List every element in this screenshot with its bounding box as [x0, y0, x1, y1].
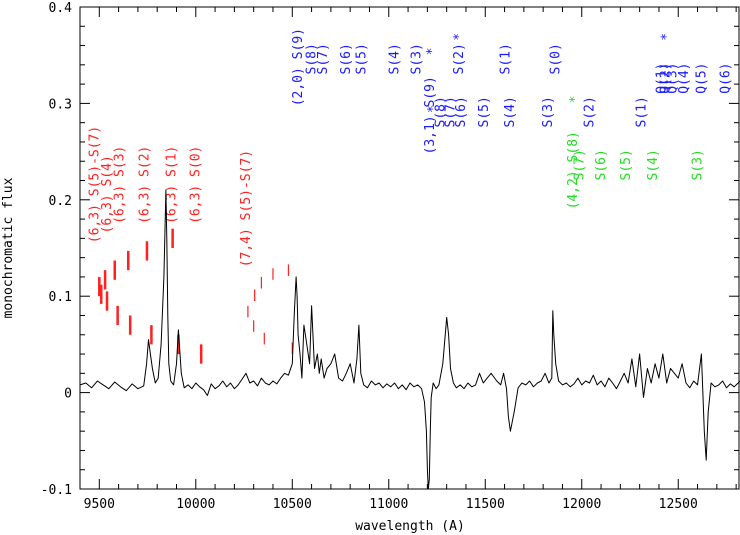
line-label: (3,1) S(9) — [423, 76, 438, 154]
x-tick-label: 9500 — [84, 497, 115, 512]
line-label: * — [660, 33, 675, 41]
line-label: S(4) — [646, 149, 661, 180]
line-label: S(7) — [573, 149, 588, 180]
line-label: S(3) — [541, 96, 556, 127]
line-label: S(2) — [582, 96, 597, 127]
line-label: Q(4) — [677, 62, 692, 93]
plot-frame — [79, 6, 740, 490]
line-label: (6,3) S(5)-S(7) — [87, 126, 102, 243]
spectrum-series — [79, 189, 740, 490]
y-tick-label: 0.4 — [49, 1, 73, 16]
line-label: Q(5) — [694, 62, 709, 93]
x-tick-label: 10000 — [176, 497, 215, 512]
line-label: S(4) — [503, 96, 518, 127]
line-label: * — [426, 105, 441, 113]
x-tick-label: 10500 — [273, 497, 312, 512]
line-label: (6,3) S(0) — [189, 146, 204, 224]
line-label: S(8) — [434, 96, 449, 127]
line-label: * — [568, 96, 583, 104]
x-tick-label: 11500 — [466, 497, 505, 512]
x-axis-title: wavelength (A) — [355, 519, 465, 534]
line-label: S(6) — [454, 96, 469, 127]
line-label: * — [425, 47, 440, 55]
line-label: S(6) — [339, 43, 354, 74]
line-label: Q(3) — [665, 62, 680, 93]
y-tick-label: -0.1 — [41, 483, 72, 498]
x-tick-label: 12000 — [562, 497, 601, 512]
line-label: S(2) — [452, 43, 467, 74]
line-label: (4,2) S(8) — [566, 131, 581, 209]
line-label: (7,4) S(5)-S(7) — [239, 150, 254, 267]
line-label: S(3) — [410, 43, 425, 74]
line-label: S(1) — [634, 96, 649, 127]
y-axis-title: monochromatic flux — [1, 177, 16, 318]
line-label: Q(6) — [718, 62, 733, 93]
line-label: S(5) — [477, 96, 492, 127]
line-label: (6,3) S(3) — [112, 146, 127, 224]
y-tick-label: 0.2 — [49, 194, 72, 209]
line-label: (6,3) S(4) — [100, 155, 115, 233]
line-label: S(5) — [619, 149, 634, 180]
x-tick-label: 12500 — [659, 497, 698, 512]
line-label: S(1) — [498, 43, 513, 74]
line-label: S(7) — [316, 43, 331, 74]
line-label: S(5) — [355, 43, 370, 74]
line-label: S(3) — [690, 149, 705, 180]
line-label: Q(2) — [659, 62, 674, 93]
axes: 9500 10000 10500 11000 11500 12000 12500 -0.1 0 0… — [41, 1, 739, 512]
line-label: (6,3) S(2) — [138, 146, 153, 224]
line-label: (6,3) S(1) — [165, 146, 180, 224]
plot-area — [79, 6, 740, 490]
line-label: S(7) — [443, 96, 458, 127]
spectrum-line — [79, 189, 740, 490]
y-tick-label: 0.3 — [49, 97, 72, 112]
line-markers — [98, 228, 293, 364]
line-label: S(0) — [549, 43, 564, 74]
line-label: * — [452, 33, 467, 41]
line-label: S(8) — [304, 43, 319, 74]
y-tick-label: 0.1 — [49, 290, 72, 305]
y-tick-label: 0 — [64, 387, 72, 402]
x-tick-label: 11000 — [369, 497, 408, 512]
line-label: (2,0) S(9) — [291, 28, 306, 106]
line-annotations: (6,3) S(5)-S(7)(6,3) S(4)(6,3) S(3) (6,3)… — [87, 28, 733, 267]
line-label: Q(1) — [655, 62, 670, 93]
line-label: S(4) — [387, 43, 402, 74]
line-label: S(6) — [594, 149, 609, 180]
